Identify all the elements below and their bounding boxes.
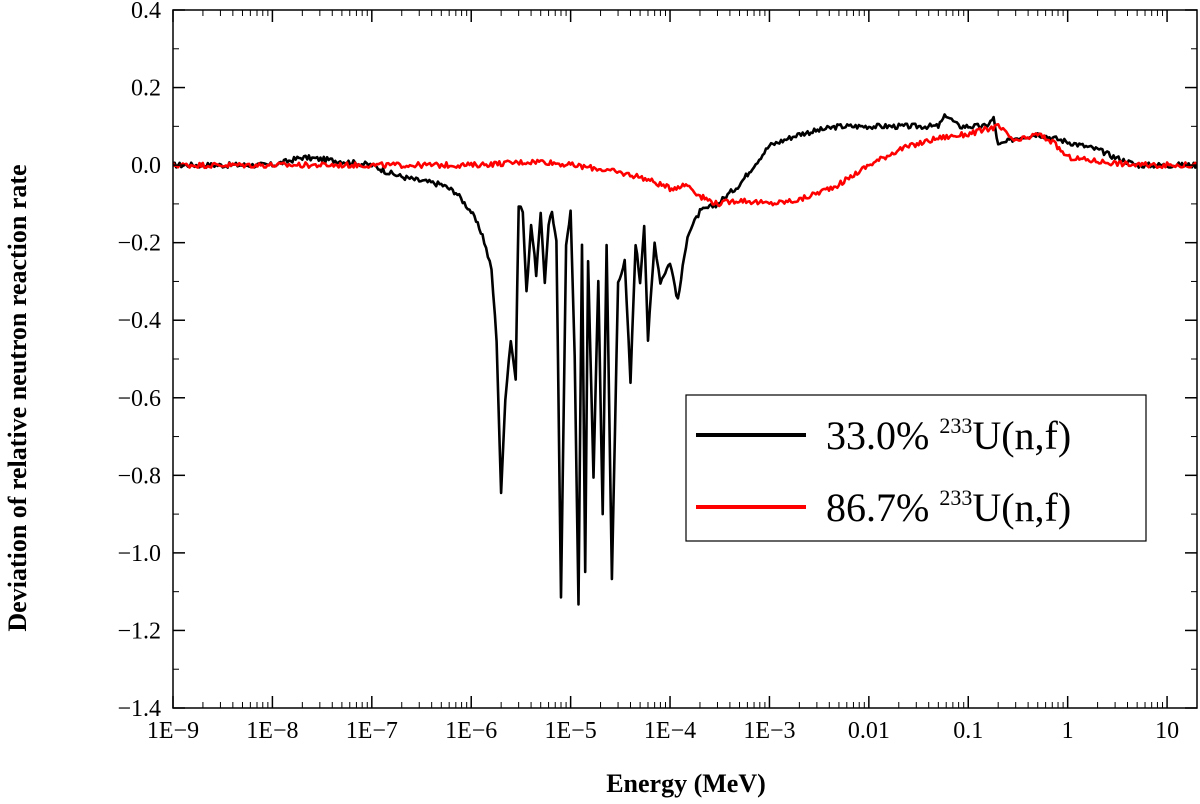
- y-tick-label: 0.4: [131, 0, 161, 24]
- y-tick-label: −1.2: [117, 618, 161, 644]
- y-tick-label: 0.2: [131, 76, 161, 102]
- x-tick-label: 1E−5: [545, 718, 597, 744]
- x-tick-label: 1E−9: [147, 718, 199, 744]
- y-axis-title: Deviation of relative neutron reaction r…: [3, 164, 32, 631]
- y-tick-label: −0.8: [117, 463, 161, 489]
- legend-box: [685, 394, 1147, 542]
- series-layer: [173, 113, 1197, 606]
- axes-layer: 1E−9 1E−8 1E−7 1E−6 1E−5 1E−4 1E−3 0.01 0.1 1 10 0.…: [117, 0, 1198, 744]
- y-tick-label: −1.4: [117, 696, 161, 722]
- legend-label-1: 33.0% 233U(n,f): [826, 413, 1071, 458]
- legend: 33.0% 233U(n,f) 86.7% 233U(n,f): [685, 394, 1147, 542]
- x-tick-label: 10: [1155, 718, 1179, 744]
- legend-label-2: 86.7% 233U(n,f): [826, 485, 1071, 530]
- x-tick-label: 1E−8: [246, 718, 298, 744]
- x-tick-label: 1E−6: [445, 718, 497, 744]
- x-tick-label: 1E−4: [644, 718, 696, 744]
- x-tick-label: 0.1: [953, 718, 983, 744]
- x-tick-label: 1E−7: [346, 718, 398, 744]
- x-tick-label: 0.01: [848, 718, 890, 744]
- series-line-2: [173, 123, 1197, 208]
- y-tick-label: −0.6: [117, 386, 161, 412]
- y-tick-label: −0.2: [117, 231, 161, 257]
- y-tick-label: 0.0: [131, 153, 161, 179]
- y-tick-label: −0.4: [117, 308, 161, 334]
- x-tick-label: 1E−3: [743, 718, 795, 744]
- x-axis-title: Energy (MeV): [606, 769, 766, 798]
- y-tick-label: −1.0: [117, 541, 161, 567]
- x-tick-label: 1: [1062, 718, 1074, 744]
- plot-frame: [172, 9, 1198, 709]
